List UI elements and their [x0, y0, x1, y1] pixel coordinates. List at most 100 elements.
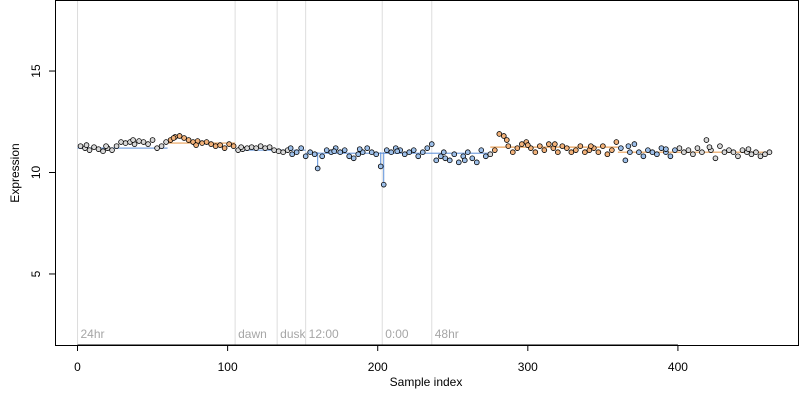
data-point	[311, 151, 318, 158]
data-point	[631, 141, 638, 147]
data-point	[730, 149, 737, 156]
data-point	[170, 135, 177, 141]
marker-label: 12:00	[309, 327, 339, 341]
data-point	[717, 143, 723, 149]
x-tick-label: 100	[218, 360, 238, 374]
x-tick-label: 300	[518, 360, 538, 374]
data-point	[373, 151, 380, 158]
data-point	[181, 135, 187, 141]
marker-label: 0:00	[385, 327, 409, 341]
data-point	[613, 139, 620, 145]
data-point	[271, 147, 277, 153]
data-point	[514, 145, 521, 151]
marker-label: 24hr	[81, 327, 105, 341]
data-point	[86, 147, 93, 153]
data-point	[588, 143, 594, 149]
x-tick-label: 400	[668, 360, 688, 374]
data-point	[504, 137, 510, 143]
data-point	[654, 151, 660, 158]
data-point	[217, 142, 223, 148]
data-point	[331, 148, 337, 154]
data-point	[636, 149, 642, 156]
data-point	[519, 141, 525, 147]
data-point	[230, 143, 237, 149]
y-axis-title: Expression	[8, 143, 22, 202]
data-point	[748, 151, 755, 158]
data-point	[510, 149, 516, 156]
data-point	[337, 149, 343, 156]
x-axis-title: Sample index	[390, 375, 463, 389]
data-point	[91, 144, 97, 150]
data-point	[739, 147, 746, 153]
data-point	[401, 151, 408, 158]
data-point	[122, 140, 129, 146]
data-point	[364, 145, 371, 151]
data-point	[287, 145, 294, 151]
data-point	[383, 147, 390, 153]
data-point	[323, 147, 330, 153]
data-point	[672, 147, 678, 153]
data-point	[262, 145, 268, 151]
data-point	[77, 143, 84, 149]
data-point	[437, 153, 444, 160]
marker-label: 48hr	[435, 327, 459, 341]
data-point	[355, 151, 362, 158]
y-tick-label: 10	[29, 166, 43, 180]
data-point	[388, 149, 395, 156]
data-point	[226, 141, 232, 147]
data-point	[658, 145, 665, 151]
data-point	[266, 144, 273, 150]
data-point	[663, 146, 669, 152]
marker-label: dawn	[238, 327, 267, 341]
data-point	[681, 149, 687, 156]
data-point	[609, 147, 615, 153]
data-point	[163, 139, 169, 145]
data-point	[762, 151, 768, 158]
data-point	[154, 145, 160, 151]
data-point	[478, 147, 485, 153]
data-point	[176, 133, 183, 139]
data-point	[221, 145, 228, 151]
data-point	[109, 147, 115, 153]
data-point	[442, 155, 449, 162]
data-point	[552, 141, 558, 147]
data-point	[118, 139, 124, 145]
x-tick-label: 200	[368, 360, 388, 374]
data-point	[380, 181, 387, 188]
data-point	[525, 142, 531, 148]
data-point	[564, 145, 570, 151]
data-point	[649, 149, 656, 156]
data-point	[145, 141, 151, 147]
data-point	[394, 148, 401, 154]
data-point	[496, 131, 503, 137]
data-point	[100, 148, 106, 154]
y-tick-label: 15	[29, 64, 43, 78]
data-point	[130, 137, 136, 143]
data-point	[487, 151, 494, 158]
data-point	[604, 151, 611, 158]
data-point	[582, 149, 588, 156]
data-point	[482, 153, 489, 160]
data-point	[307, 149, 313, 156]
data-point	[208, 141, 214, 147]
data-point	[595, 149, 602, 156]
data-point	[706, 144, 713, 150]
data-point	[667, 153, 674, 160]
data-point	[253, 145, 259, 151]
marker-label: dusk	[280, 327, 306, 341]
data-point	[415, 153, 422, 160]
data-point	[645, 147, 651, 153]
data-point	[505, 143, 512, 149]
data-point	[298, 145, 304, 151]
data-point	[203, 139, 210, 145]
data-point	[721, 149, 728, 156]
data-point	[314, 165, 321, 172]
data-point	[440, 149, 447, 156]
data-point	[559, 143, 566, 149]
data-point	[640, 153, 647, 160]
data-point	[600, 143, 606, 149]
data-point	[625, 143, 632, 149]
